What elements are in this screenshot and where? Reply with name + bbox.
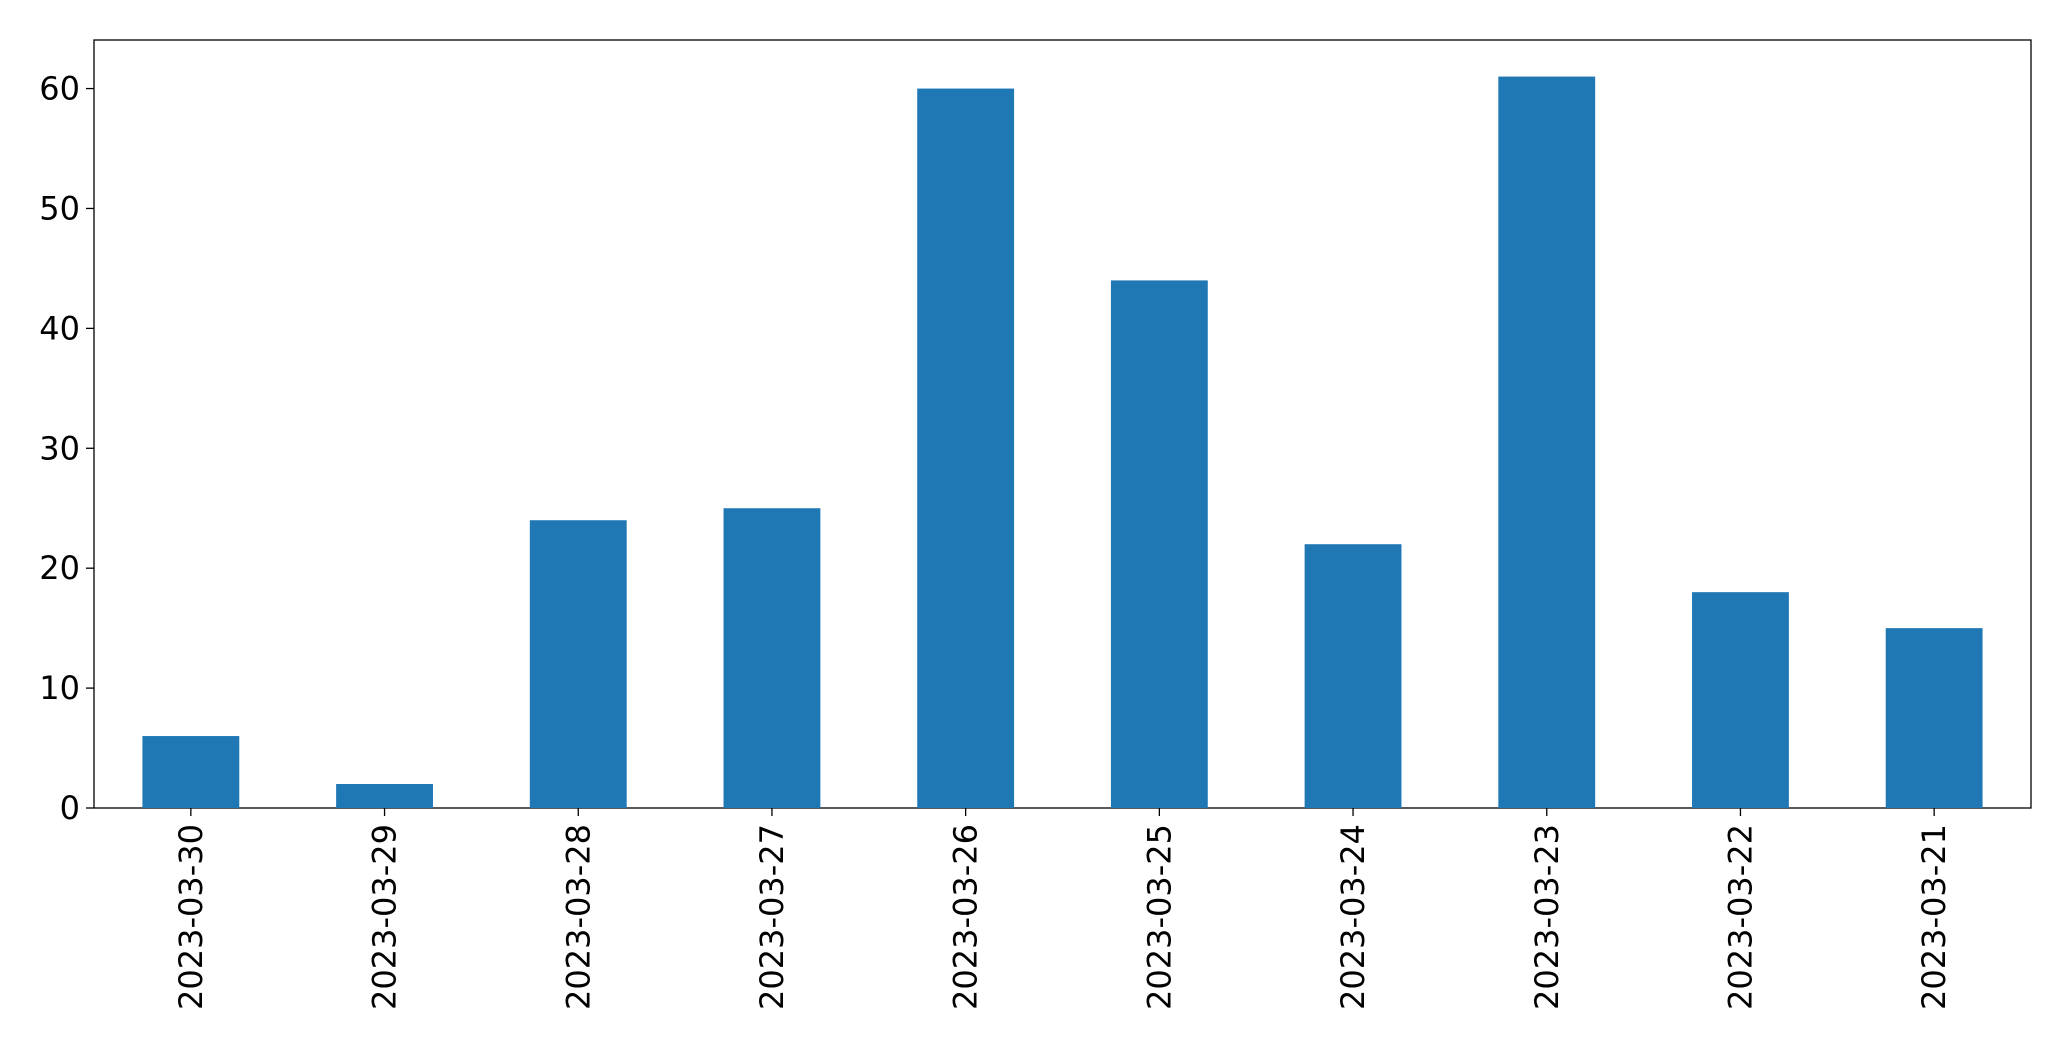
bar (1692, 592, 1789, 808)
x-tick-label: 2023-03-26 (947, 824, 985, 1010)
bar (1110, 280, 1208, 808)
y-tick-label: 40 (39, 309, 80, 347)
x-tick-label: 2023-03-24 (1334, 824, 1372, 1010)
bar (529, 520, 627, 808)
bar (1885, 628, 1983, 808)
y-tick-label: 60 (39, 70, 80, 108)
x-tick-label: 2023-03-28 (559, 824, 597, 1010)
x-tick-label: 2023-03-27 (753, 824, 791, 1010)
y-tick-label: 10 (39, 669, 80, 707)
y-tick-label: 20 (39, 549, 80, 587)
bar (142, 736, 240, 808)
x-tick-label: 2023-03-25 (1140, 824, 1178, 1010)
bar (723, 508, 821, 808)
y-tick-label: 30 (39, 429, 80, 467)
x-tick-label: 2023-03-21 (1915, 824, 1953, 1010)
x-tick-label: 2023-03-30 (172, 824, 210, 1010)
plot-frame (93, 39, 2032, 809)
y-tick-label: 0 (60, 789, 80, 827)
bar (1498, 76, 1596, 809)
x-tick-label: 2023-03-22 (1721, 824, 1759, 1010)
bar (917, 88, 1015, 808)
y-tick-label: 50 (39, 189, 80, 227)
x-tick-label: 2023-03-29 (366, 824, 404, 1010)
x-tick-label: 2023-03-23 (1528, 824, 1566, 1010)
bar (1304, 544, 1402, 808)
bar (336, 784, 433, 808)
